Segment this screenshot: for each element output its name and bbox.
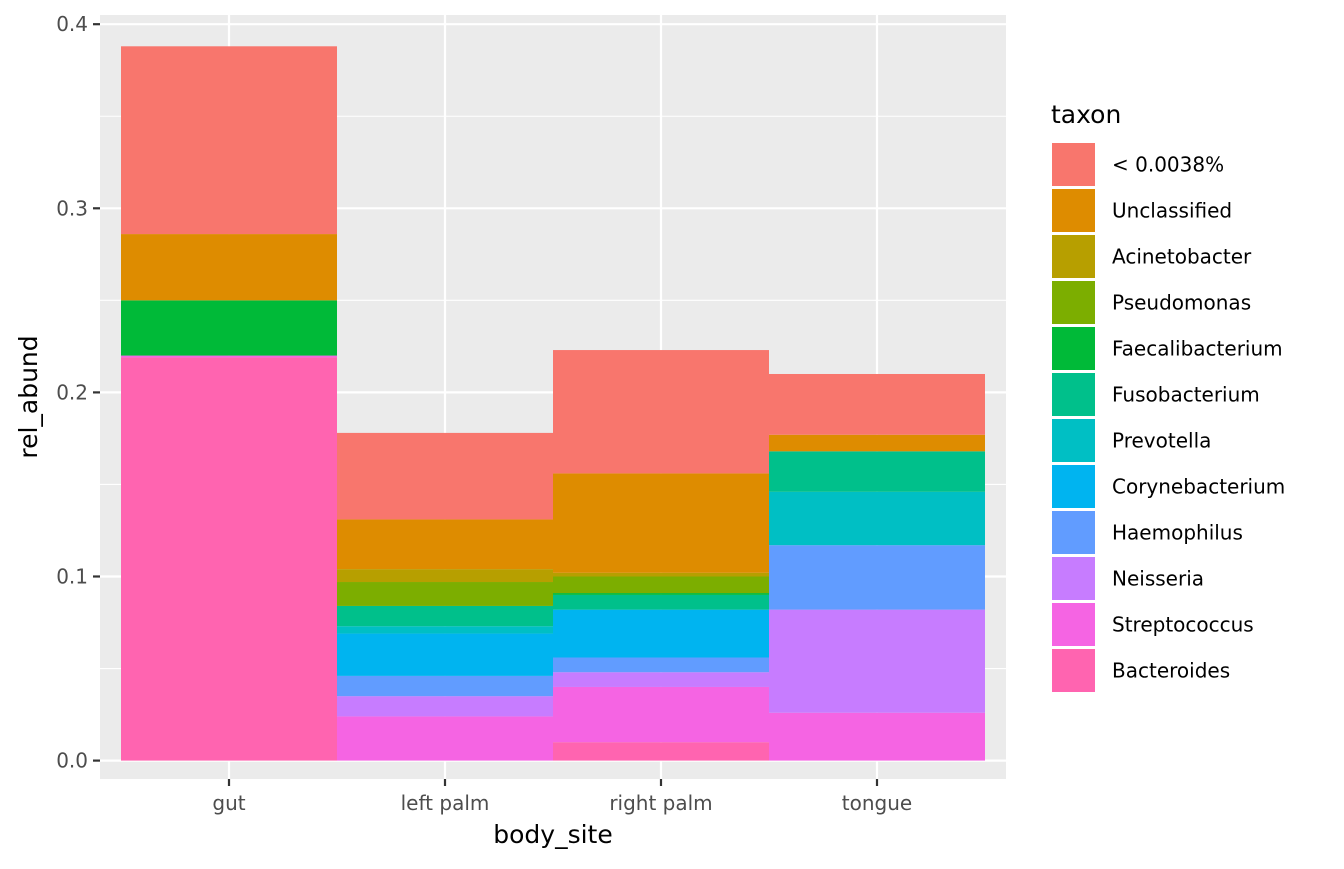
legend-key <box>1052 327 1095 370</box>
legend-label: < 0.0038% <box>1112 153 1224 177</box>
y-tick-label: 0.2 <box>56 380 88 404</box>
legend-label: Neisseria <box>1112 567 1204 591</box>
bar-segment-right-palm-faecalibacterium <box>553 593 769 595</box>
y-tick-label: 0.4 <box>56 12 88 36</box>
legend-label: Haemophilus <box>1112 521 1243 545</box>
legend-label: Corynebacterium <box>1112 475 1285 499</box>
legend-label: Fusobacterium <box>1112 383 1260 407</box>
legend-label: Streptococcus <box>1112 613 1254 637</box>
bar-segment-right-palm--0-0038- <box>553 350 769 474</box>
bar-segment-left-palm-haemophilus <box>337 675 553 697</box>
bar-segment-gut--0-0038- <box>121 46 337 235</box>
legend-key <box>1052 235 1095 278</box>
legend-key <box>1052 603 1095 646</box>
legend-label: Unclassified <box>1112 199 1232 223</box>
legend-key <box>1052 465 1095 508</box>
bar-segment-gut-faecalibacterium <box>121 300 337 356</box>
legend: taxon < 0.0038% Unclassified Acinetobacter… <box>1051 100 1285 692</box>
bar-segment-left-palm-fusobacterium <box>337 605 553 627</box>
bar-segment-tongue-streptococcus <box>769 712 985 761</box>
bar-segment-right-palm-neisseria <box>553 672 769 687</box>
bar-segment-right-palm-haemophilus <box>553 657 769 673</box>
bar-segment-right-palm-corynebacterium <box>553 609 769 658</box>
legend-key <box>1052 649 1095 692</box>
legend-key <box>1052 419 1095 462</box>
bar-segment-left-palm-prevotella <box>337 626 553 634</box>
bar-segment-tongue-neisseria <box>769 609 985 713</box>
bar-segment-right-palm-fusobacterium <box>553 594 769 610</box>
bar-segment-right-palm-unclassified <box>553 473 769 573</box>
bar-segment-right-palm-bacteroides <box>553 742 769 761</box>
bar-segment-right-palm-streptococcus <box>553 686 769 743</box>
legend-key <box>1052 189 1095 232</box>
x-tick-label: right palm <box>609 791 712 815</box>
x-tick-label: tongue <box>842 791 912 815</box>
bar-segment-tongue-prevotella <box>769 491 985 546</box>
legend-key <box>1052 511 1095 554</box>
bar-segment-right-palm-acinetobacter <box>553 572 769 577</box>
bar-segment-right-palm-pseudomonas <box>553 576 769 594</box>
bar-segment-gut-unclassified <box>121 234 337 301</box>
legend-label: Bacteroides <box>1112 659 1230 683</box>
y-tick-label: 0.0 <box>56 749 88 773</box>
legend-key <box>1052 281 1095 324</box>
x-axis: gut left palm right palm tongue <box>212 779 912 815</box>
legend-title: taxon <box>1051 100 1121 129</box>
legend-key <box>1052 143 1095 186</box>
y-tick-label: 0.3 <box>56 196 88 220</box>
bar-segment-tongue-unclassified <box>769 434 985 452</box>
legend-label: Acinetobacter <box>1112 245 1252 269</box>
legend-label: Pseudomonas <box>1112 291 1251 315</box>
x-tick-label: gut <box>212 791 245 815</box>
bar-segment-gut-bacteroides <box>121 357 337 761</box>
legend-key <box>1052 373 1095 416</box>
x-tick-label: left palm <box>401 791 490 815</box>
y-axis-title: rel_abund <box>14 335 43 458</box>
y-tick-label: 0.1 <box>56 564 88 588</box>
bar-segment-left-palm-unclassified <box>337 519 553 570</box>
bar-segment-left-palm-acinetobacter <box>337 569 553 583</box>
bar-segment-tongue-fusobacterium <box>769 451 985 492</box>
legend-key <box>1052 557 1095 600</box>
bar-segment-left-palm-neisseria <box>337 696 553 717</box>
bar-segment-left-palm-corynebacterium <box>337 633 553 676</box>
bar-segment-left-palm--0-0038- <box>337 432 553 520</box>
bar-segment-gut-streptococcus <box>121 355 337 358</box>
legend-label: Faecalibacterium <box>1112 337 1283 361</box>
y-axis: 0.0 0.1 0.2 0.3 0.4 <box>56 12 100 773</box>
x-axis-title: body_site <box>493 820 612 849</box>
bar-segment-left-palm-pseudomonas <box>337 582 553 606</box>
bars <box>121 46 985 761</box>
bar-segment-left-palm-streptococcus <box>337 716 553 761</box>
legend-label: Prevotella <box>1112 429 1211 453</box>
bar-segment-tongue-haemophilus <box>769 545 985 610</box>
bar-segment-tongue--0-0038- <box>769 373 985 435</box>
